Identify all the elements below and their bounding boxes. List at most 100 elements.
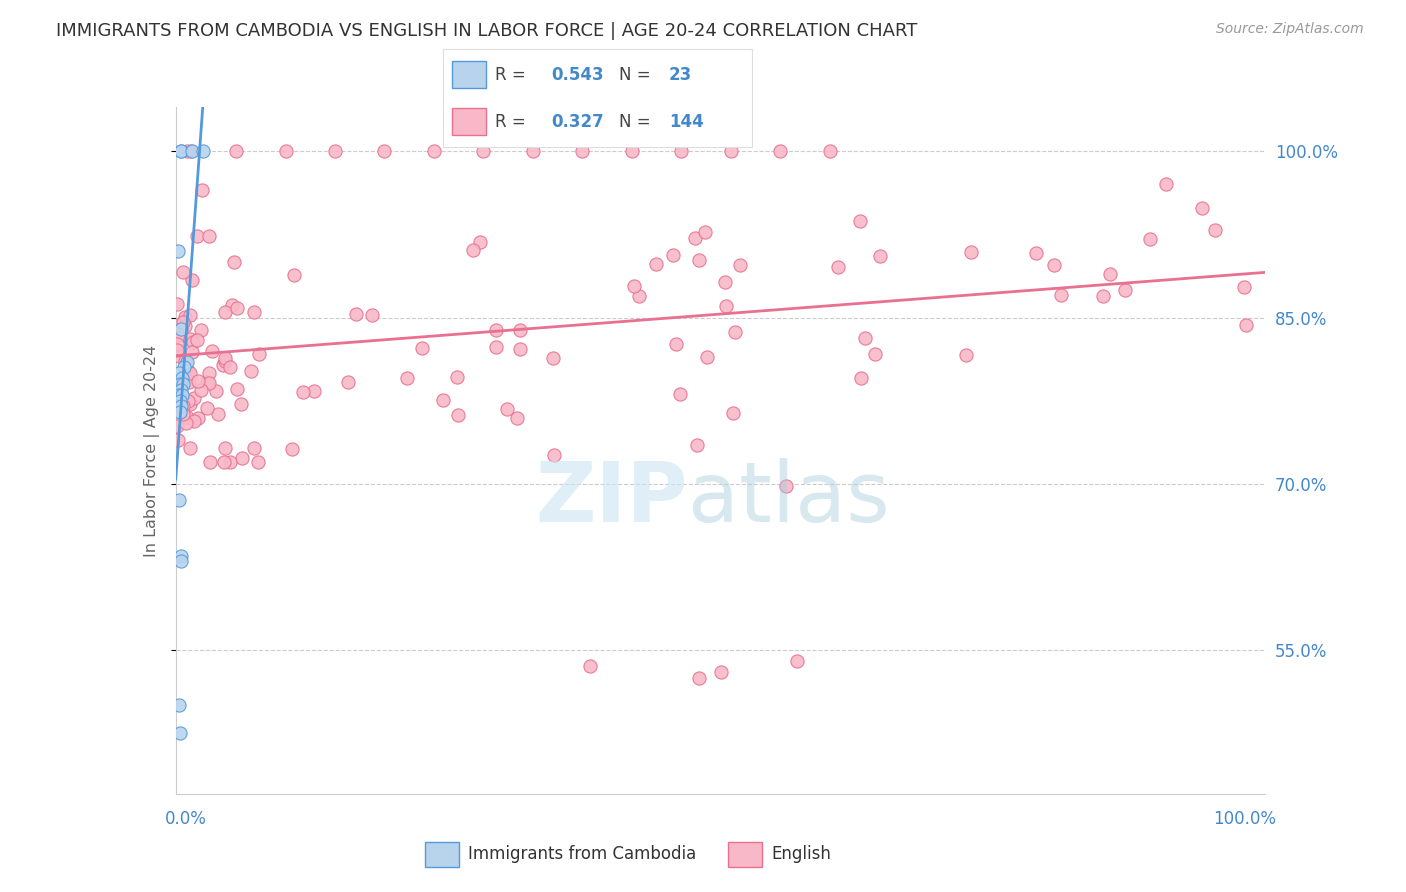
Point — [579, 659, 602, 673]
Text: English: English — [770, 845, 831, 863]
Point — [446, 369, 468, 384]
Point — [183, 414, 205, 428]
Text: R =: R = — [495, 112, 531, 130]
Point — [166, 418, 188, 433]
Point — [169, 726, 191, 740]
Point — [395, 370, 418, 384]
FancyBboxPatch shape — [728, 842, 762, 867]
Point — [214, 442, 236, 456]
Point — [166, 343, 188, 358]
Point — [169, 405, 191, 419]
Point — [198, 454, 221, 468]
Point — [1098, 267, 1121, 281]
Point — [172, 265, 194, 279]
Point — [485, 323, 508, 337]
Point — [229, 397, 252, 411]
Point — [769, 145, 792, 159]
Point — [186, 229, 208, 244]
Point — [191, 183, 214, 197]
Point — [218, 454, 240, 468]
Point — [283, 268, 305, 282]
Point — [848, 214, 870, 228]
Text: Source: ZipAtlas.com: Source: ZipAtlas.com — [1216, 22, 1364, 37]
Point — [495, 401, 517, 416]
Point — [1234, 318, 1257, 333]
Point — [174, 361, 197, 376]
Point — [173, 360, 195, 375]
Point — [1233, 280, 1256, 294]
Point — [170, 554, 193, 568]
Y-axis label: In Labor Force | Age 20-24: In Labor Force | Age 20-24 — [143, 344, 160, 557]
Point — [669, 145, 692, 159]
Point — [714, 276, 737, 290]
Point — [246, 454, 269, 468]
Point — [205, 384, 228, 399]
Point — [207, 407, 229, 421]
Point — [170, 145, 193, 159]
Point — [214, 305, 236, 319]
Point — [179, 396, 201, 410]
Point — [688, 253, 710, 268]
Point — [173, 318, 195, 333]
Point — [291, 384, 314, 399]
Point — [174, 416, 197, 430]
Point — [172, 388, 194, 402]
Text: Immigrants from Cambodia: Immigrants from Cambodia — [468, 845, 696, 863]
Point — [167, 434, 190, 448]
Point — [181, 335, 204, 350]
Point — [181, 145, 204, 159]
Point — [179, 441, 201, 455]
Point — [721, 406, 744, 420]
Point — [170, 549, 193, 563]
Point — [181, 273, 204, 287]
FancyBboxPatch shape — [453, 108, 486, 136]
Point — [627, 289, 650, 303]
Point — [1114, 283, 1136, 297]
Point — [214, 354, 236, 368]
Point — [187, 374, 209, 388]
Point — [197, 228, 219, 243]
Point — [179, 366, 201, 380]
Point — [212, 358, 235, 372]
Text: 23: 23 — [669, 66, 692, 84]
Point — [225, 145, 247, 159]
Point — [818, 145, 841, 159]
Point — [169, 393, 191, 408]
Point — [571, 145, 593, 159]
Point — [693, 225, 716, 239]
Point — [730, 259, 752, 273]
Point — [167, 328, 190, 343]
Point — [173, 310, 195, 325]
Point — [485, 340, 508, 354]
Point — [1139, 232, 1161, 246]
Text: N =: N = — [619, 66, 657, 84]
Point — [645, 257, 668, 271]
Point — [166, 297, 188, 311]
Point — [509, 342, 531, 356]
Point — [669, 387, 692, 401]
Point — [195, 375, 218, 389]
Point — [180, 345, 202, 359]
Point — [1156, 178, 1178, 192]
Point — [221, 297, 243, 311]
Point — [176, 364, 198, 378]
Point — [775, 479, 797, 493]
Point — [198, 366, 221, 380]
Point — [191, 145, 214, 159]
Point — [176, 410, 198, 425]
Point — [180, 145, 202, 159]
Point — [187, 410, 209, 425]
Point — [169, 376, 191, 391]
Point — [685, 231, 707, 245]
Point — [344, 307, 367, 321]
Point — [190, 384, 212, 398]
FancyBboxPatch shape — [453, 61, 486, 88]
Point — [170, 399, 193, 413]
FancyBboxPatch shape — [425, 842, 458, 867]
Point — [166, 336, 188, 351]
Point — [472, 145, 495, 159]
Point — [222, 255, 245, 269]
Point — [509, 323, 531, 337]
Point — [167, 493, 190, 508]
Point — [177, 375, 200, 389]
